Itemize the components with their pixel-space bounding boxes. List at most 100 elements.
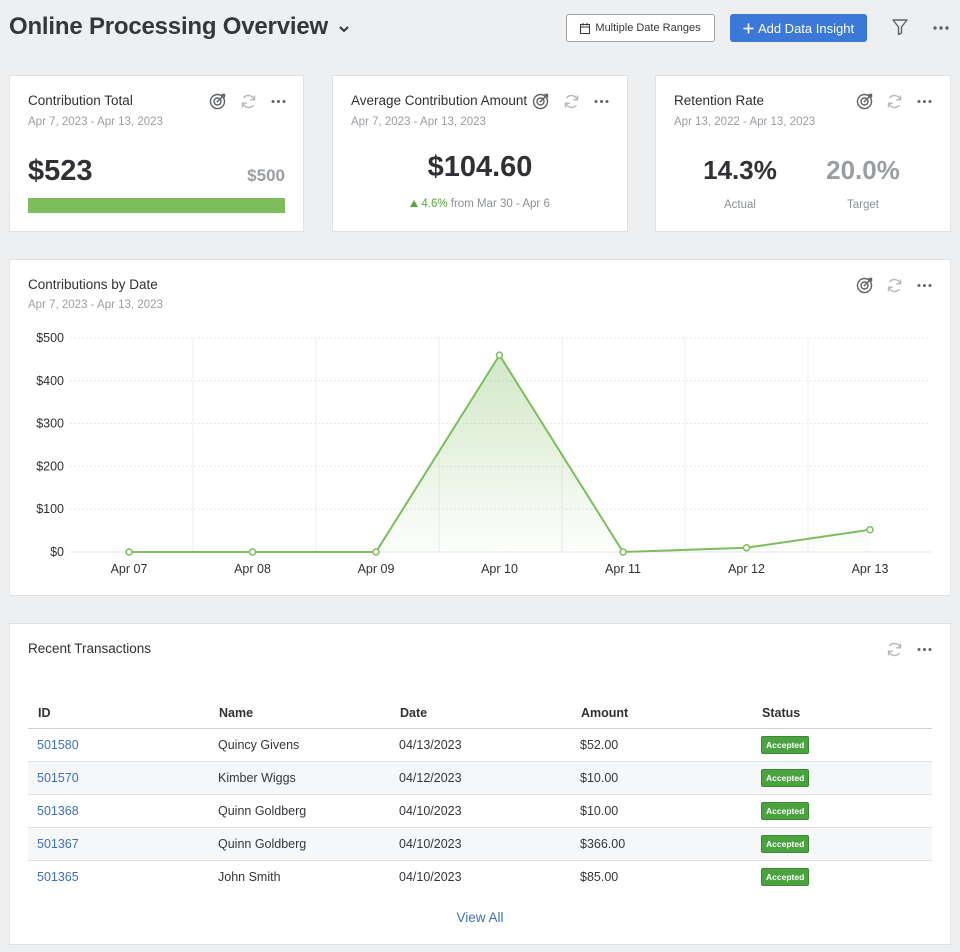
retention-rate-card: Retention Rate Apr 13, 2022 - Apr 13, 20… [655, 75, 951, 232]
data-point [248, 548, 257, 556]
y-tick-label: $100 [36, 502, 64, 516]
data-point [372, 548, 380, 556]
card-title: Recent Transactions [28, 641, 152, 656]
table-row: 501365 John Smith 04/10/2023 $85.00 Acce… [28, 860, 932, 893]
table-row: 501367 Quinn Goldberg 04/10/2023 $366.00… [28, 827, 932, 861]
transaction-id-link[interactable]: 501367 [37, 836, 79, 851]
data-point [619, 548, 627, 556]
transaction-date-cell: 04/10/2023 [399, 869, 462, 884]
card-date-range: Apr 7, 2023 - Apr 13, 2023 [28, 299, 163, 311]
transaction-id-cell: 501570 [28, 761, 209, 795]
refresh-icon[interactable] [884, 275, 904, 295]
transaction-name-cell: Quinn Goldberg [209, 827, 390, 861]
page-title[interactable]: Online Processing Overview [9, 13, 328, 40]
column-header-date[interactable]: Date [390, 698, 571, 729]
card-title: Retention Rate [674, 93, 765, 108]
status-badge: Accepted [761, 801, 810, 820]
data-point [125, 548, 133, 556]
transaction-date-cell: 04/13/2023 [390, 728, 571, 762]
page-header: Online Processing Overview Multiple Date… [0, 0, 960, 60]
card-title: Contributions by Date [28, 277, 158, 292]
more-icon[interactable] [914, 275, 934, 295]
status-badge: Accepted [761, 834, 810, 853]
contribution-progress-bar [28, 198, 285, 213]
y-tick-label: $400 [36, 374, 64, 388]
transaction-id-link[interactable]: 501580 [37, 737, 79, 752]
transaction-date-cell: 04/10/2023 [390, 827, 571, 861]
more-icon[interactable] [268, 91, 288, 111]
transaction-date-cell: 04/10/2023 [390, 794, 571, 828]
average-contribution-card: Average Contribution Amount Apr 7, 2023 … [332, 75, 628, 232]
y-tick-label: $300 [36, 417, 64, 431]
transaction-id-cell: 501367 [28, 827, 209, 861]
table-row: 501368 Quinn Goldberg 04/10/2023 $10.00 … [28, 794, 932, 828]
chevron-down-icon[interactable] [338, 23, 350, 35]
column-header-id[interactable]: ID [28, 698, 209, 729]
status-badge: Accepted [761, 735, 810, 754]
column-header-status[interactable]: Status [752, 698, 932, 729]
filter-icon[interactable] [890, 17, 910, 37]
x-tick-label: Apr 07 [111, 562, 148, 576]
progress-fill [28, 198, 285, 213]
card-date-range: Apr 7, 2023 - Apr 13, 2023 [351, 116, 486, 128]
series-area [129, 355, 870, 552]
y-tick-label: $500 [36, 331, 64, 345]
retention-target-label: Target [847, 199, 879, 211]
date-ranges-button[interactable]: Multiple Date Ranges [566, 14, 715, 42]
change-percent: 4.6% [421, 198, 448, 210]
target-icon[interactable] [854, 275, 874, 295]
transaction-amount-cell: $52.00 [571, 728, 752, 762]
refresh-icon[interactable] [238, 91, 258, 111]
target-icon[interactable] [854, 91, 874, 111]
target-icon[interactable] [530, 91, 550, 111]
transaction-status-cell: Accepted [752, 827, 932, 861]
transactions-table: ID Name Date Amount Status 501580 Quincy… [28, 698, 932, 893]
transaction-name-cell: John Smith [218, 869, 281, 884]
transaction-date-cell: 04/12/2023 [390, 761, 571, 795]
refresh-icon[interactable] [884, 639, 904, 659]
table-row: 501570 Kimber Wiggs 04/12/2023 $10.00 Ac… [28, 761, 932, 795]
transaction-id-cell: 501580 [28, 728, 209, 762]
refresh-icon[interactable] [884, 91, 904, 111]
calendar-icon [580, 22, 591, 34]
more-icon[interactable] [930, 18, 952, 38]
contributions-chart: $0 $100 $200 $300 $400 $500 Apr 07 Apr 08 Apr 09… [36, 331, 931, 576]
more-icon[interactable] [914, 639, 934, 659]
up-arrow-icon [410, 200, 419, 207]
transaction-amount-cell: $85.00 [580, 869, 619, 884]
y-tick-label: $200 [36, 459, 64, 473]
column-header-name[interactable]: Name [209, 698, 390, 729]
transaction-id-link[interactable]: 501365 [37, 869, 79, 884]
average-contribution-value: $104.60 [427, 151, 533, 183]
x-tick-label: Apr 10 [481, 562, 518, 576]
transaction-name-cell: Quinn Goldberg [209, 794, 390, 828]
transaction-status-cell: Accepted [752, 860, 932, 893]
transaction-amount-cell: $366.00 [571, 827, 752, 861]
column-header-amount[interactable]: Amount [571, 698, 752, 729]
transaction-name-cell: Quincy Givens [209, 728, 390, 762]
x-tick-label: Apr 08 [234, 562, 271, 576]
add-data-insight-button[interactable]: Add Data Insight [730, 14, 867, 42]
transaction-amount-cell: $10.00 [571, 761, 752, 795]
add-data-insight-label: Add Data Insight [757, 20, 855, 36]
x-tick-label: Apr 11 [605, 562, 641, 576]
recent-transactions-card: Recent Transactions ID Name Date Amount … [9, 623, 951, 945]
transaction-id-link[interactable]: 501570 [37, 770, 79, 785]
more-icon[interactable] [591, 91, 611, 111]
more-icon[interactable] [914, 91, 934, 111]
target-icon[interactable] [207, 91, 227, 111]
transaction-id-cell: 501365 [28, 860, 209, 893]
transaction-status-cell: Accepted [752, 761, 932, 795]
contribution-target-value: $500 [247, 166, 285, 185]
x-tick-label: Apr 13 [852, 562, 889, 576]
data-point [866, 525, 874, 534]
transaction-amount-cell: $10.00 [571, 794, 752, 828]
transaction-name-cell: Kimber Wiggs [209, 761, 390, 795]
x-tick-label: Apr 09 [358, 562, 395, 576]
transaction-id-link[interactable]: 501368 [37, 803, 79, 818]
refresh-icon[interactable] [561, 91, 581, 111]
retention-target-value: 20.0% [826, 155, 900, 185]
x-tick-label: Apr 12 [728, 562, 765, 576]
retention-actual-value: 14.3% [703, 155, 777, 185]
view-all-link[interactable]: View All [456, 910, 504, 925]
